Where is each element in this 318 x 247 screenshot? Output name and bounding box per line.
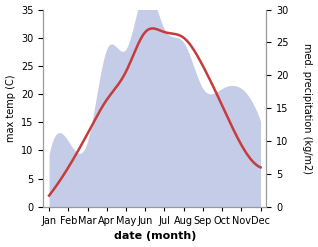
X-axis label: date (month): date (month) (114, 231, 196, 242)
Y-axis label: max temp (C): max temp (C) (5, 74, 16, 142)
Y-axis label: med. precipitation (kg/m2): med. precipitation (kg/m2) (302, 43, 313, 174)
